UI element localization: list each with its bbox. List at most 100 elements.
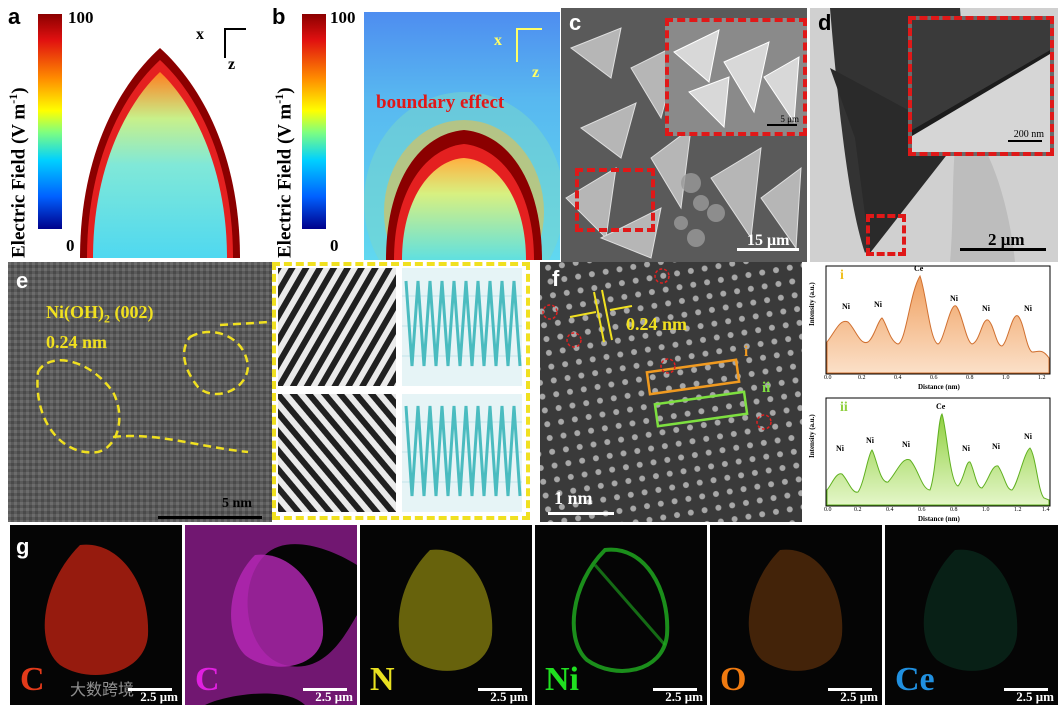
- eds-map-c-1: C 2.5 μm: [10, 525, 182, 705]
- panel-g-letter: g: [16, 534, 30, 559]
- panel-e-fringes: [272, 262, 530, 520]
- panel-b-annotation: boundary effect: [376, 92, 505, 113]
- panel-f-scale: 1 nm: [554, 488, 593, 508]
- panel-e-spacing: 0.24 nm: [46, 332, 108, 352]
- eds-map-label: Ce: [895, 661, 935, 698]
- panel-e-scalebar: [158, 516, 262, 519]
- panel-d: 200 nm d 2 μm: [810, 8, 1058, 262]
- panel-c-scalebar: [737, 248, 799, 251]
- panel-b-letter: b: [272, 4, 286, 29]
- panel-f-box-ii-label: ii: [762, 380, 771, 396]
- panel-f-haadf-image: [540, 262, 802, 522]
- panel-d-scale: 2 μm: [988, 230, 1025, 249]
- profile-i-xlabel: Distance (nm): [918, 383, 960, 391]
- profile-i-tag: i: [840, 268, 844, 283]
- eds-map-ni: Ni 2.5 μm: [535, 525, 707, 705]
- panel-e-hrtem-image: [8, 262, 272, 522]
- profile-ii-peak: Ni: [992, 442, 1000, 451]
- panel-e-label: Ni(OH)2 (002): [46, 302, 154, 326]
- panel-f-spacing: 0.24 nm: [626, 314, 688, 334]
- eds-map-label: O: [720, 661, 747, 698]
- profile-ii-chart: [825, 397, 1051, 507]
- panel-b-axis-x: x: [494, 32, 502, 49]
- panel-b-axes-icon: x z: [492, 20, 552, 81]
- profile-ii-xlabel: Distance (nm): [918, 515, 960, 523]
- panel-a-colorbar-title: Electric Field (V m-1): [6, 87, 30, 258]
- eds-map-scalebar: [303, 688, 347, 691]
- eds-map-scalebar: [128, 688, 172, 691]
- panel-b-field-map: [364, 12, 560, 260]
- profile-ii-peak: Ni: [866, 436, 874, 445]
- profile-ii-ylabel: Intensity (a.u.): [808, 414, 816, 458]
- panel-b-cbar-min: 0: [330, 236, 339, 255]
- profile-ii-peak: Ni: [836, 444, 844, 453]
- eds-map-scale: 2.5 μm: [1016, 689, 1054, 704]
- panel-d-inset-scalebar: [1008, 140, 1042, 142]
- panel-a-axis-x: x: [196, 26, 204, 43]
- eds-map-scale: 2.5 μm: [840, 689, 878, 704]
- panel-d-zoom-box: [866, 214, 906, 256]
- panel-a-cbar-max: 100: [68, 8, 94, 27]
- watermark: 大数跨境: [70, 680, 135, 699]
- profile-i-peak: Ni: [982, 304, 990, 313]
- profile-ii-peak: Ce: [936, 402, 946, 411]
- eds-map-scalebar: [1004, 688, 1048, 691]
- panel-f-letter: f: [552, 266, 560, 291]
- panel-a-axes-icon: x z: [194, 20, 254, 80]
- panel-a-colorbar: [38, 14, 62, 229]
- panel-c: 5 μm c 15 μm: [561, 8, 807, 262]
- eds-map-label: N: [370, 661, 395, 698]
- panel-c-inset-scalebar: [767, 124, 797, 126]
- panel-e-scale: 5 nm: [222, 496, 252, 511]
- profile-i-peak: Ni: [950, 294, 958, 303]
- panel-c-zoom-box: [575, 168, 655, 232]
- panel-a-cbar-min: 0: [66, 236, 75, 255]
- fringe-patterns: [278, 268, 522, 512]
- profile-i-chart: [825, 265, 1051, 375]
- panel-d-scalebar: [960, 248, 1046, 251]
- panel-a: a Electric Field (V m-1) 100 0 x z: [0, 0, 270, 262]
- eds-map-n: N 2.5 μm: [360, 525, 532, 705]
- panel-e-letter: e: [16, 268, 29, 293]
- profile-ii-peak: Ni: [902, 440, 910, 449]
- eds-map-scale: 2.5 μm: [140, 689, 178, 704]
- profile-i-ticks: 0.0 0.2 0.4 0.6 0.8 1.0 1.2: [824, 375, 1046, 381]
- panel-c-inset: 5 μm: [665, 18, 807, 136]
- eds-map-o: O 2.5 μm: [710, 525, 882, 705]
- panel-b-axis-z: z: [532, 64, 540, 81]
- profile-ii-peak: Ni: [1024, 432, 1032, 441]
- eds-map-scale: 2.5 μm: [665, 689, 703, 704]
- panel-a-field-map: [80, 48, 240, 258]
- eds-map-label: Ni: [545, 661, 579, 698]
- panel-b: b Electric Field (V m-1) 100 0 boundary …: [270, 0, 562, 262]
- panel-b-colorbar: [302, 14, 326, 229]
- eds-map-ce: Ce 2.5 μm: [885, 525, 1058, 705]
- profile-i-peak: Ce: [914, 264, 924, 273]
- panel-b-cbar-max: 100: [330, 8, 356, 27]
- profile-ii-ticks: 0.0 0.2 0.4 0.6 0.8 1.0 1.2 1.4: [824, 507, 1050, 513]
- profile-ii-peak: Ni: [962, 444, 970, 453]
- panel-d-inset-scale: 200 nm: [1013, 129, 1044, 140]
- panel-f-scalebar: [548, 512, 614, 515]
- panel-f-box-i-label: i: [744, 344, 749, 360]
- eds-map-scalebar: [653, 688, 697, 691]
- panel-a-letter: a: [8, 4, 21, 29]
- eds-map-scale: 2.5 μm: [315, 689, 353, 704]
- profile-i-peak: Ni: [874, 300, 882, 309]
- eds-map-scalebar: [828, 688, 872, 691]
- profile-i: Intensity (a.u.) Distance (nm) 0.0 0.2 0…: [808, 262, 1056, 394]
- eds-map-label: C: [195, 661, 220, 698]
- profile-i-ylabel: Intensity (a.u.): [808, 282, 816, 326]
- panel-c-scale: 15 μm: [747, 232, 790, 249]
- panel-e: e Ni(OH)2 (002) 0.24 nm 5 nm: [8, 262, 272, 522]
- eds-map-scalebar: [478, 688, 522, 691]
- panel-c-inset-scale: 5 μm: [780, 114, 799, 124]
- panel-d-letter: d: [818, 10, 832, 35]
- panel-c-letter: c: [569, 10, 582, 35]
- profile-i-peak: Ni: [842, 302, 850, 311]
- panel-a-axis-z: z: [228, 56, 236, 73]
- profile-i-peak: Ni: [1024, 304, 1032, 313]
- eds-map-scale: 2.5 μm: [490, 689, 528, 704]
- eds-map-c-2: C 2.5 μm: [185, 525, 357, 705]
- panel-b-colorbar-title: Electric Field (V m-1): [272, 87, 296, 258]
